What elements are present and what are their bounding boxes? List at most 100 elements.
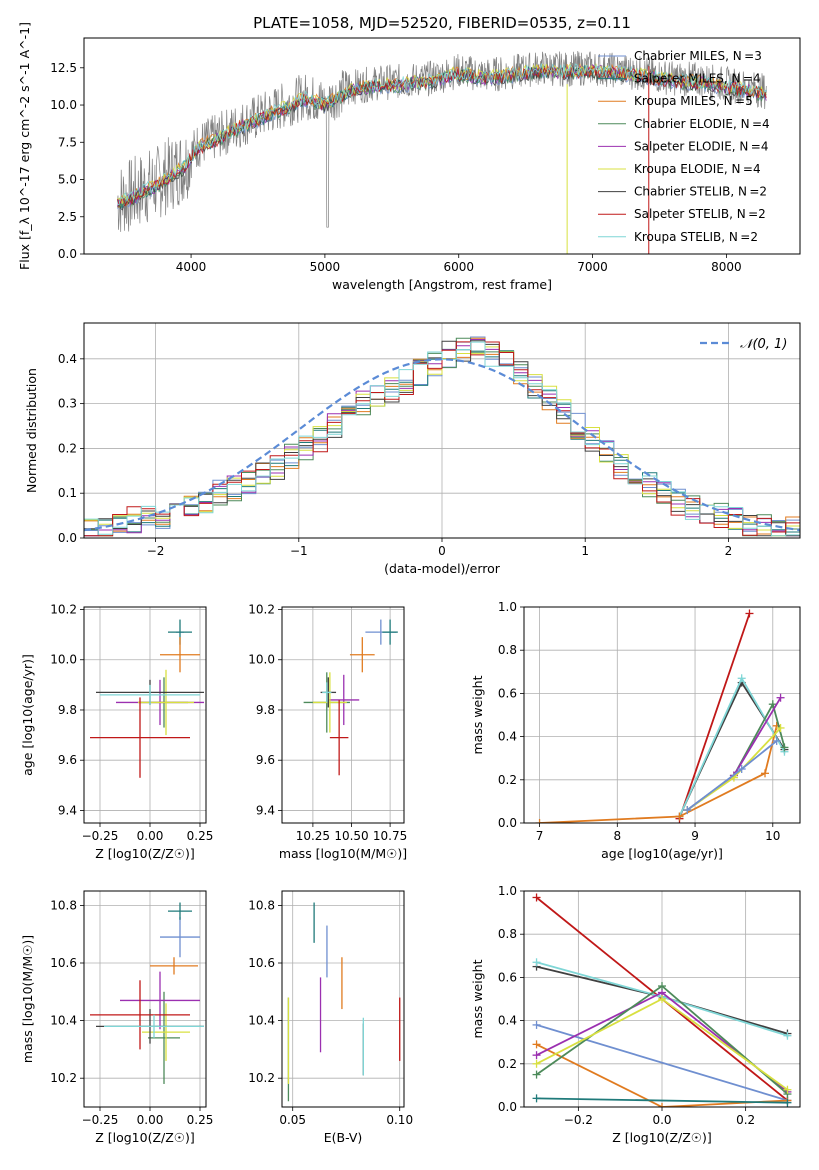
weight-line (678, 613, 751, 819)
x-tick-label: 9 (691, 829, 699, 843)
y-tick-label: 0.4 (498, 730, 517, 744)
axes-weight_vs_Z: −0.2 0.0 0.2 0.0 0.2 0.4 0.6 0.8 1.0 Z [log10(Z/Z… (470, 884, 800, 1145)
gaussian-curve (84, 358, 800, 532)
weight-line (686, 740, 778, 811)
x-axis-label: Z [log10(Z/Z☉)] (95, 1130, 195, 1145)
x-tick-label: −2 (147, 544, 165, 558)
y-axis-label: mass weight (470, 675, 485, 754)
y-tick-label: 0.0 (498, 816, 517, 830)
x-tick-label: 8 (613, 829, 621, 843)
y-tick-label: 0.4 (498, 1014, 517, 1028)
y-tick-label: 10.0 (248, 653, 275, 667)
y-tick-label: 10.0 (50, 653, 77, 667)
gaussian-legend-label: 𝒩(0, 1) (740, 337, 787, 352)
y-tick-label: 2.5 (58, 210, 77, 224)
plot-frame-weight_vs_age (523, 606, 801, 824)
x-tick-label: −1 (290, 544, 308, 558)
y-tick-label: 10.4 (50, 1014, 77, 1028)
y-axis-label: Normed distribution (24, 368, 39, 493)
y-axis-label: Flux [f_λ 10^-17 erg cm^-2 s^-1 A^-1] (17, 22, 32, 270)
y-tick-label: 0.1 (58, 486, 77, 500)
x-tick-label: 0.00 (137, 1113, 164, 1127)
y-tick-label: 9.8 (256, 703, 275, 717)
y-tick-label: 9.8 (58, 703, 77, 717)
y-tick-label: 0.6 (498, 970, 517, 984)
x-tick-label: 7 (536, 829, 544, 843)
y-tick-label: 9.6 (256, 753, 275, 767)
axes-age_vs_Z: −0.25 0.00 0.25 9.4 9.6 9.8 10.0 10.2 Z [log10(Z… (20, 603, 213, 861)
x-tick-label: 10.75 (373, 829, 407, 843)
weight-line (536, 1097, 788, 1104)
y-tick-label: 0.2 (58, 441, 77, 455)
x-tick-label: 10 (765, 829, 780, 843)
y-tick-label: 10.6 (248, 956, 275, 970)
y-tick-label: 0.3 (58, 397, 77, 411)
errorbars-mass_vs_Z (90, 902, 204, 1084)
weight-line (539, 725, 778, 823)
x-axis-label: wavelength [Angstrom, rest frame] (332, 277, 552, 292)
legend-label: Kroupa MILES, N =5 (634, 94, 753, 108)
x-tick-label: 10.25 (296, 829, 330, 843)
x-tick-label: 0.05 (279, 1113, 306, 1127)
y-tick-label: 0.0 (58, 531, 77, 545)
errorbars-age_vs_Z (90, 619, 204, 778)
x-tick-label: 0.0 (652, 1113, 671, 1127)
plot-frame-age_vs_Z (83, 606, 207, 824)
x-tick-label: −0.25 (82, 829, 119, 843)
y-tick-label: 1.0 (498, 600, 517, 614)
spectrum-model-line (117, 64, 767, 207)
y-tick-label: 10.8 (248, 898, 275, 912)
y-tick-label: 10.8 (50, 898, 77, 912)
axes-mass_vs_EBV: 0.05 0.10 10.2 10.4 10.6 10.8 E(B-V) (248, 891, 413, 1145)
y-tick-label: 10.2 (248, 1071, 275, 1085)
axes-age_vs_mass: 10.25 10.50 10.75 9.4 9.6 9.8 10.0 10.2 mass [lo… (248, 603, 407, 861)
errorbars-mass_vs_EBV (287, 902, 401, 1102)
x-axis-label: Z [log10(Z/Z☉)] (612, 1130, 712, 1145)
x-tick-label: 0 (438, 544, 446, 558)
spectrum-legend: Chabrier MILES, N =3 Salpeter MILES, N =4… (598, 49, 770, 244)
y-axis-label: mass weight (470, 959, 485, 1038)
x-tick-label: 6000 (443, 260, 474, 274)
spectrum-model-line (117, 63, 767, 206)
x-tick-label: 0.10 (386, 1113, 413, 1127)
legend-label: Kroupa ELODIE, N =4 (634, 162, 761, 176)
x-tick-label: 0.00 (137, 829, 164, 843)
y-tick-label: 10.2 (50, 1071, 77, 1085)
x-axis-label: age [log10(age/yr)] (601, 846, 723, 861)
plot-frame-age_vs_mass (281, 606, 405, 824)
plot-frame-residuals (83, 322, 801, 539)
x-tick-label: 7000 (577, 260, 608, 274)
x-tick-label: −0.25 (82, 1113, 119, 1127)
x-axis-label: (data-model)/error (384, 561, 501, 576)
x-tick-label: 10.50 (334, 829, 368, 843)
y-axis-label: age [log10(age/yr)] (20, 654, 35, 776)
y-tick-label: 5.0 (58, 173, 77, 187)
y-tick-label: 0.4 (58, 352, 77, 366)
x-tick-label: 8000 (711, 260, 742, 274)
weight-line (686, 701, 786, 811)
y-axis-label: mass [log10(M/M☉)] (20, 935, 35, 1063)
plot-frame-spectrum (83, 37, 801, 255)
spectrum-data-line (117, 50, 767, 232)
y-tick-label: 10.6 (50, 956, 77, 970)
y-tick-label: 0.0 (498, 1100, 517, 1114)
y-tick-label: 10.4 (248, 1014, 275, 1028)
x-tick-label: 1 (581, 544, 589, 558)
y-tick-label: 0.2 (498, 1057, 517, 1071)
legend-label: Chabrier STELIB, N =2 (634, 185, 767, 199)
residual-histogram-step (84, 340, 800, 537)
y-tick-label: 0.8 (498, 643, 517, 657)
weight-line (536, 1024, 788, 1102)
axes-weight_vs_age: 7 8 9 10 0.0 0.2 0.4 0.6 0.8 1.0 age [log10(age/yr… (470, 600, 800, 861)
x-tick-label: 2 (725, 544, 733, 558)
legend-label: Chabrier MILES, N =3 (634, 49, 762, 63)
legend-label: Salpeter STELIB, N =2 (634, 207, 766, 221)
x-tick-label: 5000 (310, 260, 341, 274)
y-tick-label: 0.8 (498, 927, 517, 941)
x-tick-label: 0.25 (187, 1113, 214, 1127)
residual-histogram-step (84, 341, 800, 537)
y-tick-label: 0.6 (498, 686, 517, 700)
legend-label: Salpeter MILES, N =4 (634, 72, 761, 86)
y-tick-label: 0.2 (498, 773, 517, 787)
